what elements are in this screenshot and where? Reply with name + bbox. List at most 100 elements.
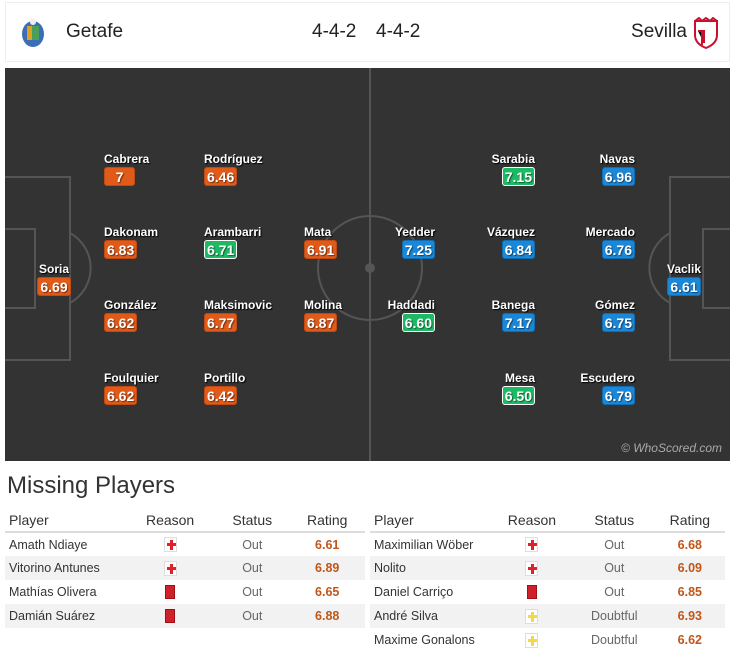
player-rating: 6.87 [304, 313, 338, 332]
player-name: González [104, 298, 157, 312]
doubtful-icon [525, 608, 539, 624]
away-player[interactable]: Escudero 6.79 [580, 371, 635, 405]
column-header: Rating [289, 508, 365, 533]
away-player[interactable]: Mesa 6.50 [501, 371, 535, 405]
table-header: Player Reason Status Rating [5, 508, 365, 533]
player-name[interactable]: Mathías Olivera [9, 585, 97, 599]
pitch-markings [5, 68, 730, 461]
player-rating: 7.15 [501, 167, 535, 186]
player-rating: 6.76 [601, 240, 635, 259]
column-header: Player [370, 508, 490, 533]
player-name: Vaclik [666, 262, 702, 276]
player-name[interactable]: Amath Ndiaye [9, 537, 88, 552]
player-name[interactable]: Maximilian Wöber [374, 537, 474, 552]
column-header: Rating [654, 508, 725, 533]
player-name: Arambarri [204, 225, 262, 239]
home-player[interactable]: Portillo 6.42 [204, 371, 245, 405]
home-player[interactable]: Foulquier 6.62 [104, 371, 159, 405]
player-name: Soria [38, 262, 69, 276]
rating: 6.88 [289, 604, 365, 628]
player-name: Foulquier [104, 371, 159, 385]
reason [125, 604, 216, 628]
away-player[interactable]: Sarabia 7.15 [492, 152, 535, 186]
player-name[interactable]: André Silva [370, 604, 490, 628]
away-player[interactable]: Vázquez 6.84 [487, 225, 535, 259]
player-rating: 6.71 [204, 240, 238, 259]
player-rating: 7 [104, 167, 135, 186]
table-row: Amath Ndiaye Out 6.61 [5, 532, 365, 556]
player-name: Dakonam [104, 225, 159, 239]
player-rating: 7.25 [401, 240, 435, 259]
home-player[interactable]: Molina 6.87 [304, 298, 342, 332]
player-name[interactable]: Nolito [370, 556, 490, 580]
player-name: Cabrera [104, 152, 150, 166]
home-player[interactable]: Cabrera 7 [104, 152, 149, 186]
red-card-icon [165, 609, 176, 624]
whoscored-watermark: © WhoScored.com [621, 441, 722, 455]
match-header: Getafe 4-4-2 4-4-2 Sevilla [5, 2, 730, 62]
player-name: Rodríguez [204, 152, 263, 166]
rating: 6.89 [289, 556, 365, 580]
rating: 6.62 [677, 633, 703, 647]
injury-icon [163, 537, 177, 553]
player-name: Vázquez [486, 225, 535, 239]
player-rating: 6.96 [601, 167, 635, 186]
status: Out [242, 537, 263, 552]
away-player[interactable]: Haddadi 6.60 [388, 298, 435, 332]
rating: 6.61 [315, 537, 340, 552]
home-missing-table: Player Reason Status Rating Amath Ndiaye Ou… [5, 508, 365, 628]
away-player[interactable]: Vaclik 6.61 [644, 262, 724, 296]
column-header: Reason [125, 508, 216, 533]
table-row: Damián Suárez Out 6.88 [5, 604, 365, 628]
player-rating: 6.84 [501, 240, 535, 259]
reason [490, 556, 574, 580]
player-rating: 6.42 [204, 386, 238, 405]
home-player[interactable]: Rodríguez 6.46 [204, 152, 263, 186]
player-name: Sarabia [491, 152, 535, 166]
sevilla-crest-icon [694, 17, 718, 49]
player-rating: 6.75 [601, 313, 635, 332]
away-player[interactable]: Yedder 7.25 [395, 225, 435, 259]
home-player[interactable]: Arambarri 6.71 [204, 225, 261, 259]
column-header: Reason [490, 508, 574, 533]
reason [490, 604, 574, 628]
injury-icon [525, 560, 539, 576]
rating: 6.65 [315, 585, 340, 599]
status: Out [215, 604, 290, 628]
rating: 6.68 [677, 537, 703, 552]
home-player[interactable]: Maksimovic 6.77 [204, 298, 272, 332]
player-name: Navas [599, 152, 635, 166]
home-player[interactable]: Mata 6.91 [304, 225, 338, 259]
missing-players-title: Missing Players [7, 472, 176, 499]
table-row: Daniel Carriço Out 6.85 [370, 580, 725, 604]
player-rating: 6.60 [401, 313, 435, 332]
player-name[interactable]: Maxime Gonalons [374, 633, 475, 647]
player-name: Haddadi [387, 298, 435, 312]
home-player[interactable]: Dakonam 6.83 [104, 225, 158, 259]
reason [125, 532, 215, 556]
player-name: Escudero [580, 371, 635, 385]
player-rating: 6.50 [501, 386, 535, 405]
red-card-icon [526, 585, 537, 600]
away-player[interactable]: Navas 6.96 [600, 152, 635, 186]
column-header: Player [5, 508, 125, 533]
away-player[interactable]: Gómez 6.75 [595, 298, 635, 332]
table-row: André Silva Doubtful 6.93 [370, 604, 725, 628]
player-rating: 6.62 [104, 313, 138, 332]
player-name[interactable]: Damián Suárez [5, 604, 125, 628]
away-formation: 4-4-2 [376, 21, 421, 42]
table-row: Vitorino Antunes Out 6.89 [5, 556, 365, 580]
away-player[interactable]: Mercado 6.76 [586, 225, 635, 259]
player-name[interactable]: Vitorino Antunes [5, 556, 125, 580]
away-missing-table: Player Reason Status Rating Maximilian Wöbe… [370, 508, 725, 652]
player-rating: 6.69 [37, 277, 71, 296]
away-player[interactable]: Banega 7.17 [492, 298, 535, 332]
home-player[interactable]: González 6.62 [104, 298, 157, 332]
home-team-name: Getafe [66, 21, 124, 42]
reason [490, 628, 574, 652]
home-player[interactable]: Soria 6.69 [14, 262, 94, 296]
player-rating: 6.91 [304, 240, 338, 259]
table-row: Mathías Olivera Out 6.65 [5, 580, 365, 604]
player-rating: 6.83 [104, 240, 138, 259]
player-name[interactable]: Daniel Carriço [374, 585, 454, 599]
